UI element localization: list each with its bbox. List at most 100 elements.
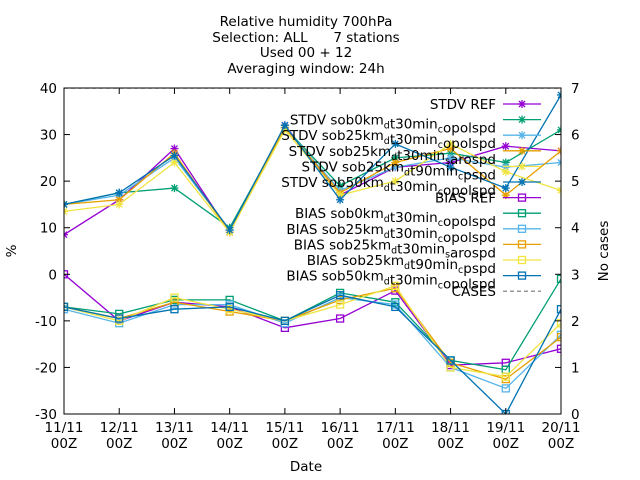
series-bias-sob50km-d-t30min-c-opolspd-11-point-7 — [446, 356, 455, 365]
x-tick-label-6: 17/11 00Z — [376, 420, 415, 452]
legend-entry-4: STDV sob25kmdt90mincpspd — [302, 159, 541, 183]
y-tick-label-5: 20 — [40, 174, 57, 190]
legend-entry-2-label: STDV sob25kmdt30mincopolspd — [281, 128, 496, 152]
legend-entry-8-sample-marker — [517, 224, 527, 233]
series-bias-sob50km-d-t30min-c-opolspd-11-point-2 — [170, 305, 179, 314]
y2-tick-label-5: 5 — [571, 174, 580, 190]
x-tick-label-2: 13/11 00Z — [155, 420, 194, 452]
legend-entry-9: BIAS sob25kmdt30minsarospd — [294, 237, 541, 261]
y2-tick-label-0: 0 — [571, 407, 580, 423]
legend-entry-5-label: STDV sob50kmdt30mincopolspd — [281, 175, 496, 199]
legend-entry-3: STDV sob25kmdt30minsarospd — [289, 144, 541, 168]
series-stdv-sob50km-d-t30min-c-opolspd-5-point-8 — [501, 184, 510, 193]
series-stdv-sob50km-d-t30min-c-opolspd-5-line — [64, 94, 561, 232]
series-bias-sob25km-d-t90min-c-pspd-10-line — [64, 285, 561, 378]
y-tick-label-4: 10 — [40, 221, 57, 237]
legend-entry-0-sample-marker — [518, 100, 526, 108]
y-tick-label-6: 30 — [40, 128, 57, 144]
plot-border — [63, 87, 562, 415]
series-bias-sob50km-d-t30min-c-opolspd-11-point-1 — [115, 314, 124, 323]
series-stdv-sob25km-d-t90min-c-pspd-4-point-7 — [446, 139, 455, 148]
series-stdv-sob25km-d-t90min-c-pspd-4-point-2 — [170, 158, 179, 167]
legend-entry-1-sample-marker — [518, 115, 526, 124]
x-tick-label-4: 15/11 00Z — [265, 420, 304, 452]
plot-frame — [63, 87, 562, 415]
series-stdv-sob50km-d-t30min-c-opolspd-5-point-0 — [64, 200, 68, 209]
legend-entry-0: STDV REF — [430, 97, 541, 113]
x-axis-label: Date — [290, 459, 322, 475]
x-tick-label-8: 19/11 00Z — [486, 420, 525, 452]
series-bias-sob50km-d-t30min-c-opolspd-11-point-3 — [225, 302, 234, 312]
y2-axis-label: No cases — [596, 221, 612, 282]
legend-entry-2-sample-marker — [518, 131, 526, 140]
legend-entry-9-label: BIAS sob25kmdt30minsarospd — [294, 237, 496, 261]
series-bias-sob50km-d-t30min-c-opolspd-11-point-9 — [556, 305, 561, 314]
series-stdv-sob25km-d-t30min-c-opolspd-2-point-7 — [446, 153, 455, 162]
series-stdv-sob50km-d-t30min-c-opolspd-5-point-3 — [225, 226, 234, 235]
legend-entry-9-sample-marker — [517, 240, 527, 249]
series-bias-sob50km-d-t30min-c-opolspd-11-point-4 — [280, 316, 290, 326]
y2-tick-label-2: 2 — [571, 314, 580, 330]
legend-entry-11-sample-marker — [517, 271, 527, 280]
series-stdv-sob25km-d-t30min-s-arospd-3-point-6 — [391, 158, 400, 167]
y-tick-label-2: -10 — [35, 314, 57, 330]
series-stdv-sob50km-d-t30min-c-opolspd-5-point-7 — [446, 163, 455, 172]
legend-entry-10-sample-marker — [517, 255, 527, 265]
series-stdv-sob25km-d-t90min-c-pspd-4-point-8 — [501, 167, 510, 176]
chart-subtitle-selection: Selection: ALL 7 stations — [212, 30, 399, 46]
series-stdv-sob50km-d-t30min-c-opolspd-5-point-4 — [280, 121, 289, 130]
legend-entry-7: BIAS sob0kmdt30mincopolspd — [295, 206, 541, 230]
legend-entry-12-label: CASES — [452, 284, 496, 300]
y-tick-label-3: 0 — [48, 267, 57, 283]
y2-tick-label-6: 6 — [571, 128, 580, 144]
series-bias-sob25km-d-t30min-c-opolspd-8-point-8 — [501, 384, 510, 393]
x-axis-ticks: 11/11 00Z 12/11 00Z 13/11 00Z 14/11 00Z 15/11 00Z… — [45, 88, 580, 452]
series-bias-sob50km-d-t30min-c-opolspd-11-point-5 — [335, 291, 345, 300]
series-stdv-sob50km-d-t30min-c-opolspd-5-point-2 — [170, 151, 179, 160]
legend-entry-4-sample-marker — [518, 162, 526, 171]
legend-entry-3-sample-marker — [518, 146, 526, 155]
series-bias-sob25km-d-t90min-c-pspd-10-point-5 — [335, 300, 345, 309]
series-stdv-sob25km-d-t90min-c-pspd-4-point-6 — [391, 177, 400, 186]
chart-subtitle-used: Used 00 + 12 — [260, 45, 352, 61]
series-bias-ref-6-point-9 — [556, 344, 561, 353]
legend-entry-10: BIAS sob25kmdt90mincpspd — [307, 253, 541, 277]
y-tick-label-7: 40 — [40, 81, 57, 97]
series-stdv-sob25km-d-t30min-c-opolspd-2-point-9 — [557, 158, 561, 167]
series-stdv-sob50km-d-t30min-c-opolspd-5-point-6 — [391, 139, 400, 148]
series-stdv-sob25km-d-t30min-s-arospd-3-line — [64, 126, 561, 234]
series-stdv-sob50km-d-t30min-c-opolspd-5-point-1 — [115, 188, 124, 197]
x-tick-label-3: 14/11 00Z — [210, 420, 249, 452]
series-stdv-sob25km-d-t90min-c-pspd-4-point-0 — [64, 207, 68, 216]
legend-entry-10-label: BIAS sob25kmdt90mincpspd — [307, 253, 496, 277]
series-bias-sob25km-d-t30min-s-arospd-9-line — [64, 287, 561, 380]
legend-entry-11-label: BIAS sob50kmdt30mincopolspd — [286, 269, 496, 293]
series-bias-sob50km-d-t30min-c-opolspd-11-point-6 — [391, 302, 400, 312]
series-stdv-ref-0-point-8 — [501, 142, 510, 151]
legend-entry-0-label: STDV REF — [430, 97, 496, 113]
series-bias-sob25km-d-t30min-s-arospd-9-point-9 — [556, 333, 561, 342]
series-bias-ref-6-point-5 — [335, 314, 345, 323]
y-tick-label-0: -30 — [35, 407, 57, 423]
series-stdv-sob0km-d-t30min-c-opolspd-1-point-2 — [170, 184, 179, 193]
y2-axis-ticks: 0 1 2 3 4 5 6 7 — [555, 81, 580, 423]
x-tick-label-0: 11/11 00Z — [45, 420, 84, 452]
legend-entry-5-sample-marker — [518, 178, 526, 186]
legend-entry-11: BIAS sob50kmdt30mincopolspd — [286, 269, 541, 293]
legend-entry-8: BIAS sob25kmdt30mincopolspd — [286, 222, 541, 246]
series-stdv-sob50km-d-t30min-c-opolspd-5 — [64, 90, 561, 235]
legend-entry-3-label: STDV sob25kmdt30minsarospd — [289, 144, 496, 168]
legend-entry-12: CASES — [452, 284, 541, 300]
series-stdv-ref-0-point-0 — [64, 230, 68, 239]
legend-entry-4-label: STDV sob25kmdt90mincpspd — [302, 159, 496, 183]
series-stdv-sob25km-d-t90min-c-pspd-4-point-1 — [115, 200, 124, 209]
series-bias-sob50km-d-t30min-c-opolspd-11-point-0 — [64, 302, 69, 312]
series-bias-sob25km-d-t90min-c-pspd-10-point-8 — [501, 372, 510, 381]
legend-entry-2: STDV sob25kmdt30mincopolspd — [281, 128, 541, 152]
series-stdv-sob50km-d-t30min-c-opolspd-5-point-9 — [557, 90, 561, 99]
chart-subtitle-window: Averaging window: 24h — [227, 61, 384, 77]
y2-tick-label-7: 7 — [571, 81, 580, 97]
legend-entry-5: STDV sob50kmdt30mincopolspd — [281, 175, 541, 199]
